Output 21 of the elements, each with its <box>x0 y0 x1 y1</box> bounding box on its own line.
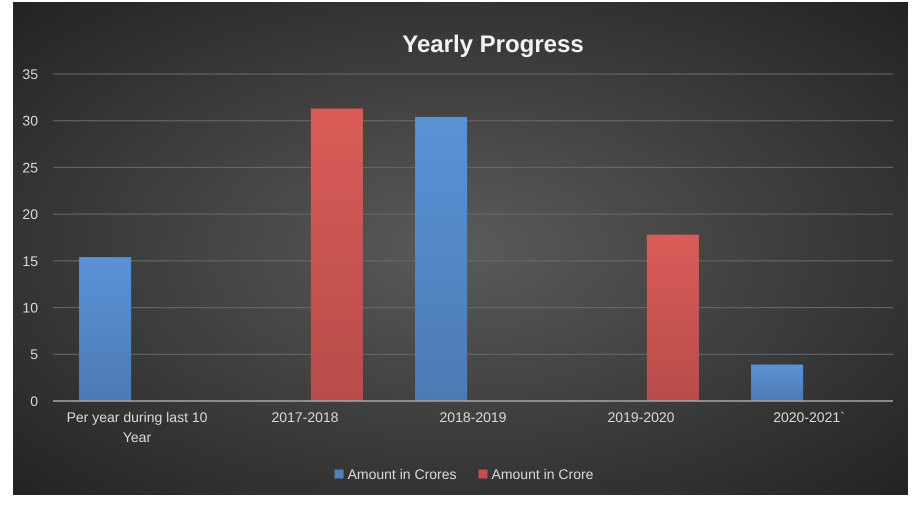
x-tick-label: 2018-2019 <box>440 409 507 425</box>
y-tick-label: 30 <box>22 112 38 129</box>
bar <box>79 257 132 401</box>
y-tick-label: 10 <box>22 299 38 316</box>
y-tick-label: 20 <box>22 206 38 222</box>
x-tick-label: 2019-2020 <box>608 409 675 425</box>
x-tick-label: 2017-2018 <box>272 409 339 425</box>
bar <box>415 116 468 401</box>
bar <box>646 234 699 401</box>
y-tick-label: 35 <box>22 66 38 82</box>
y-tick-label: 0 <box>30 392 38 409</box>
y-tick-label: 5 <box>30 346 38 362</box>
y-tick-label: 25 <box>22 159 38 176</box>
legend-label: Amount in Crore <box>492 466 594 482</box>
x-tick-label: Per year during last 10 Year <box>66 409 208 445</box>
legend-label: Amount in Crores <box>348 466 457 482</box>
bar <box>751 364 804 401</box>
y-tick-label: 15 <box>22 252 38 269</box>
bar <box>310 108 363 401</box>
chart-title: Yearly Progress <box>402 31 584 58</box>
x-tick-label: 2020-2021` <box>773 409 845 425</box>
